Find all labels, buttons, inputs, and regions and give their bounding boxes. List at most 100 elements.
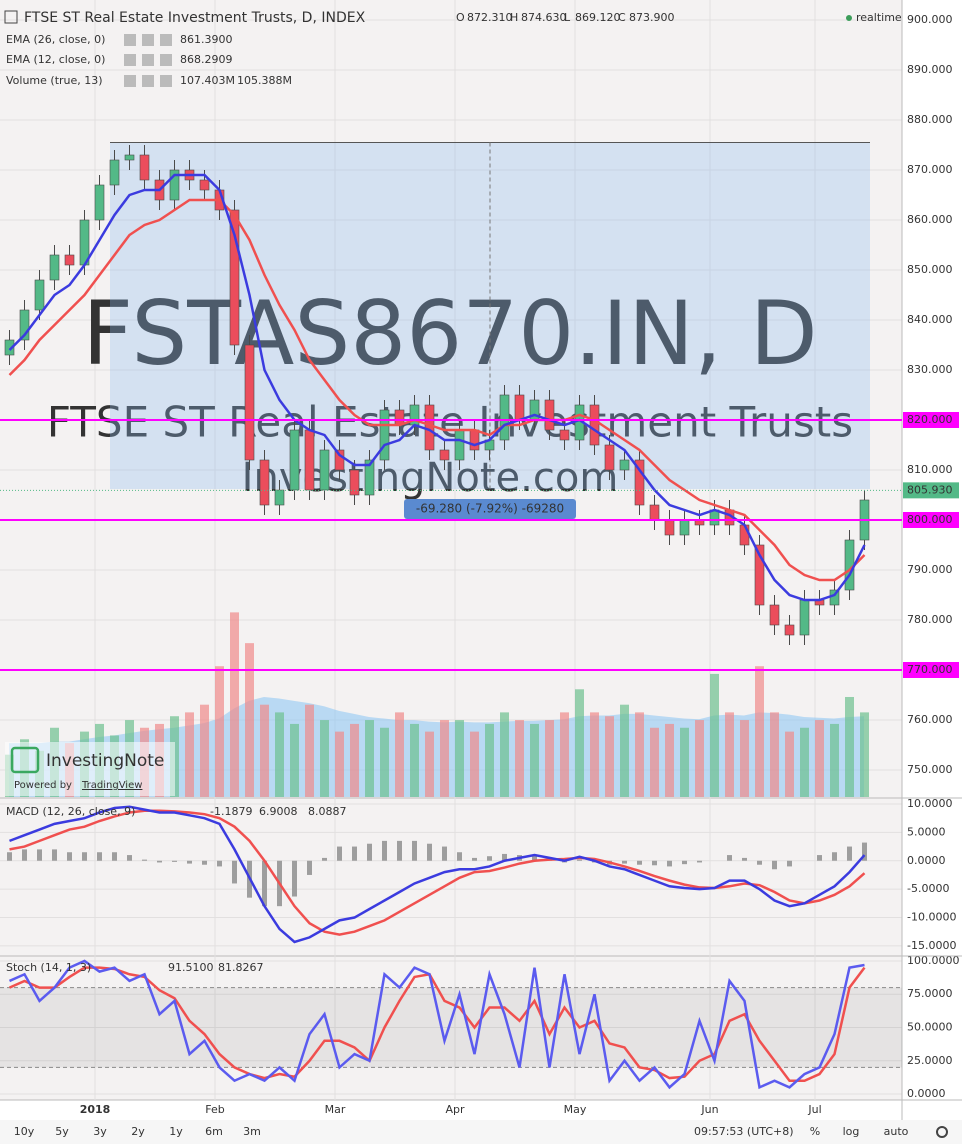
range-button[interactable]: 6m <box>205 1125 223 1138</box>
range-button[interactable]: 1y <box>169 1125 183 1138</box>
histogram-bar <box>817 855 822 861</box>
d-line <box>8 966 866 1082</box>
volume-bar <box>845 696 854 797</box>
volume-bar <box>440 720 449 797</box>
volume-bar <box>755 666 764 797</box>
histogram-bar <box>727 855 732 861</box>
volume-bar <box>710 673 719 797</box>
range-button[interactable]: 3m <box>243 1125 261 1138</box>
volume-bar <box>830 723 839 797</box>
candle-body <box>289 429 300 491</box>
histogram-bar <box>577 859 582 861</box>
volume-bar <box>605 716 614 797</box>
icon <box>124 75 136 87</box>
legend-value: 861.3900 <box>180 33 233 46</box>
candle-body <box>349 469 360 496</box>
histogram-bar <box>427 843 432 861</box>
candle-body <box>34 279 45 311</box>
histogram-bar <box>112 852 117 861</box>
volume-bar <box>320 720 329 797</box>
histogram-bar <box>97 852 102 861</box>
volume-bar <box>770 712 779 797</box>
chart-title: FTSE ST Real Estate Investment Trusts, D… <box>24 10 366 26</box>
candle-body <box>169 169 180 201</box>
histogram-bar <box>847 846 852 861</box>
y-tick-label: 890.000 <box>907 63 953 76</box>
axis-option[interactable]: auto <box>884 1125 909 1138</box>
histogram-bar <box>652 860 657 866</box>
candle-body <box>799 599 810 636</box>
candle-body <box>139 154 150 181</box>
ohlc-value: 869.120 <box>575 11 621 24</box>
settings-icon[interactable] <box>936 1126 948 1138</box>
volume-bar <box>380 727 389 797</box>
ema-line <box>8 173 866 602</box>
y-tick-label: 10.0000 <box>907 797 953 810</box>
y-tick-label: -10.0000 <box>907 911 956 924</box>
histogram-bar <box>217 860 222 867</box>
candle-body <box>739 524 750 546</box>
y-tick-label: 880.000 <box>907 113 953 126</box>
histogram-bar <box>187 860 192 864</box>
volume-bar <box>575 689 584 797</box>
range-button[interactable]: 5y <box>55 1125 69 1138</box>
level-label: 770.000 <box>907 663 953 676</box>
logo-text: InvestingNote <box>46 751 164 771</box>
volume-bar <box>275 712 284 797</box>
axis-option[interactable]: log <box>843 1125 860 1138</box>
y-tick-label: 5.0000 <box>907 825 946 838</box>
volume-bar <box>260 704 269 797</box>
indicator-title: Stoch (14, 1, 3) <box>6 961 91 974</box>
volume-bar <box>230 612 239 797</box>
candle-body <box>304 429 315 491</box>
volume-bar <box>590 712 599 797</box>
volume-bar <box>740 720 749 797</box>
y-tick-label: 100.0000 <box>907 954 960 967</box>
range-button[interactable]: 2y <box>131 1125 145 1138</box>
histogram-bar <box>742 857 747 861</box>
volume-bar <box>425 731 434 797</box>
histogram-bar <box>487 856 492 861</box>
watermark: FTSE ST Real Estate Investment Trusts <box>47 398 853 447</box>
candle-body <box>619 459 630 471</box>
y-tick-label: 760.000 <box>907 713 953 726</box>
volume-bar <box>305 704 314 797</box>
volume-bar <box>530 723 539 797</box>
histogram-bar <box>352 846 357 861</box>
range-button[interactable]: 3y <box>93 1125 107 1138</box>
icon <box>124 54 136 66</box>
volume-bar <box>290 723 299 797</box>
x-tick-label: Mar <box>325 1103 346 1116</box>
legend-name: EMA (26, close, 0) <box>6 33 105 46</box>
watermark: FSTAS8670.IN, D <box>82 282 817 385</box>
status: realtime <box>856 11 902 24</box>
histogram-bar <box>172 860 177 862</box>
range-button[interactable]: 10y <box>14 1125 35 1138</box>
y-tick-label: 860.000 <box>907 213 953 226</box>
candle-body <box>424 404 435 451</box>
k-line <box>8 959 865 1090</box>
status-dot <box>846 15 852 21</box>
icon <box>160 75 172 87</box>
histogram-bar <box>142 859 147 861</box>
y-tick-label: 750.000 <box>907 763 953 776</box>
histogram-bar <box>262 860 267 907</box>
candle-body <box>559 429 570 441</box>
axis-option[interactable]: % <box>810 1125 820 1138</box>
volume-bar <box>485 723 494 797</box>
histogram-bar <box>202 860 207 865</box>
x-tick-label: Jun <box>700 1103 718 1116</box>
y-tick-label: 810.000 <box>907 463 953 476</box>
level-label-box <box>903 512 959 528</box>
watermark: InvestingNote.com <box>242 455 619 501</box>
candle-body <box>454 429 465 461</box>
volume-bar <box>620 704 629 797</box>
volume-bar <box>545 720 554 797</box>
candle-body <box>229 209 240 346</box>
histogram-bar <box>367 843 372 861</box>
candle-body <box>49 254 60 281</box>
candle-body <box>64 254 75 266</box>
level-label-box <box>903 412 959 428</box>
measure-label-box <box>404 499 576 519</box>
